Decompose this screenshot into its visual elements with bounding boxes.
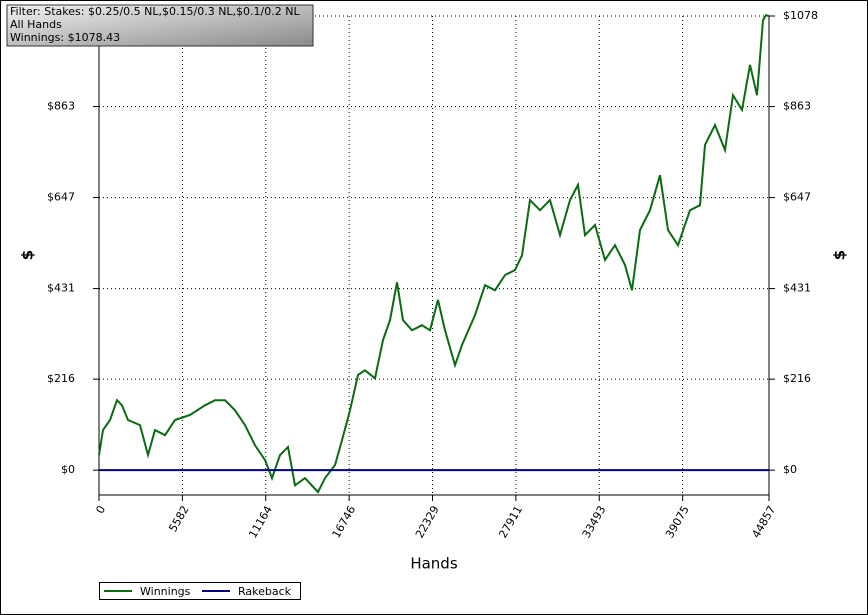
y2-tick-label: $863 <box>783 100 811 113</box>
y-tick-label: $647 <box>47 191 75 204</box>
y-tick-label: $863 <box>47 100 75 113</box>
series-line <box>98 14 770 494</box>
legend-label: Rakeback <box>238 585 292 598</box>
legend-label: Winnings <box>140 585 191 598</box>
y2-tick-label: $431 <box>783 282 811 295</box>
filter-text: Filter: Stakes: $0.25/0.5 NL,$0.15/0.3 N… <box>10 5 300 18</box>
legend <box>99 582 301 600</box>
y2-tick-label: $647 <box>783 191 811 204</box>
y2-axis-label: $ <box>831 250 849 260</box>
y-axis-label: $ <box>19 250 37 260</box>
legend-items: Winnings Rakeback <box>104 585 292 598</box>
x-axis-label: Hands <box>410 555 457 573</box>
y-tick-label: $431 <box>47 282 75 295</box>
y2-tick-label: $0 <box>783 463 797 476</box>
plot <box>98 14 770 494</box>
y2-tick-label: $216 <box>783 372 811 385</box>
y2-tick-label: $1078 <box>783 9 818 22</box>
y-tick-label: $0 <box>61 463 75 476</box>
y-tick-label: $216 <box>47 372 75 385</box>
filter-text: All Hands <box>10 18 62 31</box>
filter-box <box>6 4 314 47</box>
filter-text: Winnings: $1078.43 <box>10 31 120 44</box>
